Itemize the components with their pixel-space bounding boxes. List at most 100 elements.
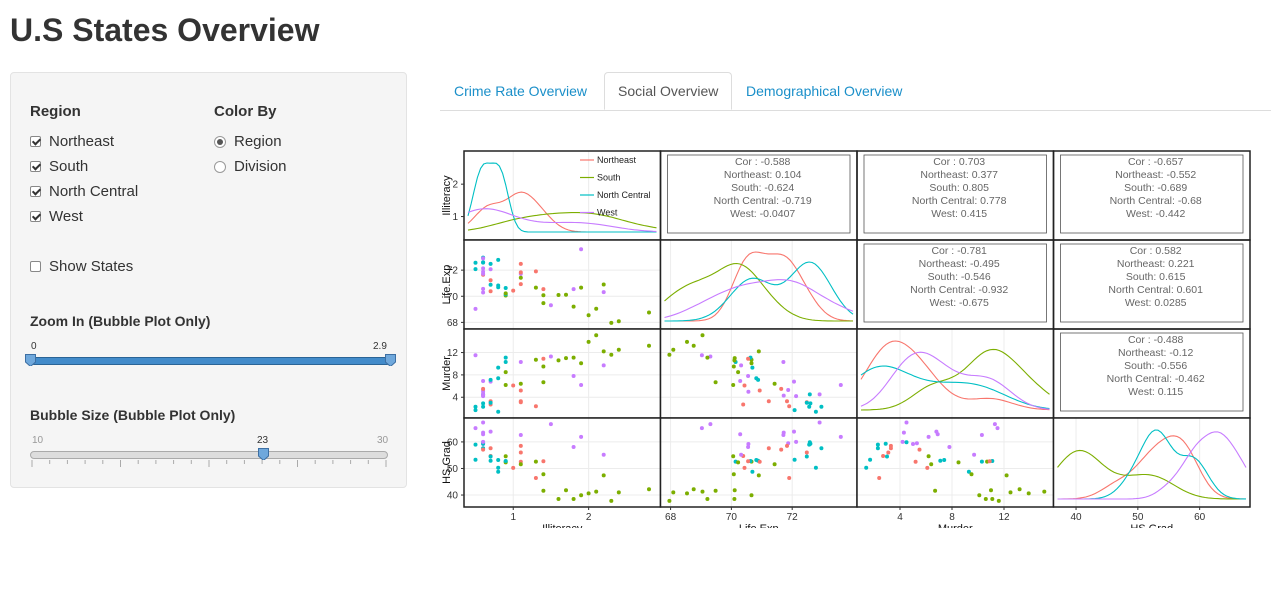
- scatter-point: [518, 261, 523, 266]
- scatter-point: [807, 392, 812, 397]
- density-line: [664, 262, 853, 322]
- scatter-point: [756, 473, 761, 478]
- scatter-point: [473, 267, 478, 272]
- scatter-point: [601, 473, 606, 478]
- page-title: U.S States Overview: [10, 12, 320, 48]
- scatter-point: [518, 388, 523, 393]
- scatter-point: [881, 454, 886, 458]
- scatter-point: [925, 465, 930, 470]
- bubble-handle[interactable]: [258, 448, 269, 460]
- scatter-point: [966, 469, 971, 474]
- checkbox-checked-icon[interactable]: [30, 161, 41, 172]
- panel-background: [857, 329, 1054, 418]
- bubble-slider-track[interactable]: [30, 451, 388, 459]
- scatter-point: [533, 269, 538, 274]
- zoom-low-handle[interactable]: [25, 354, 36, 366]
- sidebar-panel: Region Northeast South North Central Wes…: [10, 72, 407, 488]
- scatter-point: [738, 379, 743, 383]
- checkbox-label: North Central: [49, 183, 139, 200]
- bubble-max-label: 30: [377, 435, 389, 446]
- correlation-group: West: 0.415: [931, 208, 987, 220]
- radio-unselected-icon[interactable]: [214, 160, 226, 173]
- scatter-point: [503, 383, 508, 387]
- checkbox-label: Show States: [49, 258, 134, 275]
- scatter-point: [564, 292, 568, 297]
- scatter-point: [488, 282, 493, 287]
- scatter-point: [781, 393, 786, 398]
- scatter-point: [601, 452, 606, 457]
- scatter-point: [503, 370, 508, 375]
- scatter-point: [488, 400, 493, 405]
- scatter-point: [473, 260, 478, 265]
- scatter-point: [713, 380, 718, 385]
- checkbox-label: South: [49, 158, 89, 175]
- scatter-point: [754, 458, 759, 462]
- scatter-point: [983, 497, 988, 501]
- scatter-point: [757, 459, 762, 464]
- scatter-point: [533, 285, 538, 290]
- scatter-point: [819, 404, 824, 409]
- correlation-box: [1060, 332, 1244, 412]
- scatter-point: [488, 261, 493, 266]
- density-line: [467, 162, 657, 233]
- tab-demographical-overview[interactable]: Demographical Overview: [746, 83, 903, 99]
- x-axis-label: HS.Grad: [1130, 523, 1173, 528]
- region-checkbox-northeast[interactable]: Northeast: [30, 133, 114, 150]
- radio-selected-icon[interactable]: [214, 135, 226, 148]
- scatter-point: [746, 374, 751, 378]
- density-line: [860, 340, 1050, 411]
- scatter-point: [713, 488, 718, 493]
- scatter-point: [496, 409, 501, 414]
- correlation-group: North Central: 0.778: [912, 195, 1007, 207]
- y-tick-label: 68: [447, 318, 459, 329]
- scatter-point: [579, 361, 584, 366]
- scatter-point: [817, 392, 822, 397]
- zoom-high-handle[interactable]: [385, 354, 396, 366]
- scatter-point: [942, 458, 947, 462]
- region-checkbox-west[interactable]: West: [30, 208, 83, 225]
- scatter-point: [473, 408, 478, 413]
- scatter-point: [746, 356, 751, 361]
- color-by-radio-division[interactable]: Division: [214, 158, 287, 175]
- y-tick-label: 40: [447, 491, 459, 502]
- checkbox-checked-icon[interactable]: [30, 136, 41, 147]
- correlation-group: South: 0.805: [929, 182, 989, 194]
- scatter-point: [995, 426, 1000, 431]
- tab-crime-rate-overview[interactable]: Crime Rate Overview: [454, 83, 588, 99]
- checkbox-checked-icon[interactable]: [30, 186, 41, 197]
- scatter-point: [488, 289, 493, 294]
- tab-social-overview[interactable]: Social Overview: [604, 72, 733, 110]
- scatter-point: [601, 363, 606, 368]
- zoom-slider-track[interactable]: [30, 357, 391, 365]
- scatter-point: [541, 380, 546, 385]
- scatter-point: [901, 430, 906, 435]
- scatter-point: [488, 454, 493, 459]
- scatter-point: [609, 498, 614, 503]
- scatter-point: [571, 304, 576, 309]
- scatter-point: [736, 370, 741, 375]
- show-states-checkbox[interactable]: Show States: [30, 258, 133, 275]
- scatter-point: [685, 491, 689, 496]
- scatter-point: [488, 278, 493, 283]
- x-tick-label: 12: [998, 512, 1010, 523]
- checkbox-unchecked-icon[interactable]: [30, 261, 41, 272]
- checkbox-checked-icon[interactable]: [30, 211, 41, 222]
- region-checkbox-south[interactable]: South: [30, 158, 88, 175]
- scatter-point: [564, 488, 568, 493]
- color-by-radio-region[interactable]: Region: [214, 133, 282, 150]
- scatter-point: [749, 361, 754, 366]
- scatter-point: [766, 399, 771, 404]
- scatter-point: [772, 462, 777, 467]
- scatter-point: [518, 462, 523, 467]
- region-checkbox-north-central[interactable]: North Central: [30, 183, 138, 200]
- scatter-point: [792, 457, 797, 462]
- tab-bar: Crime Rate Overview Social Overview Demo…: [440, 72, 1271, 111]
- x-tick-label: 1: [510, 512, 516, 523]
- scatter-point: [496, 257, 501, 262]
- panel-background: [464, 418, 661, 507]
- scatter-point: [503, 360, 508, 364]
- scatter-point: [808, 401, 813, 406]
- scatter-point: [548, 303, 553, 308]
